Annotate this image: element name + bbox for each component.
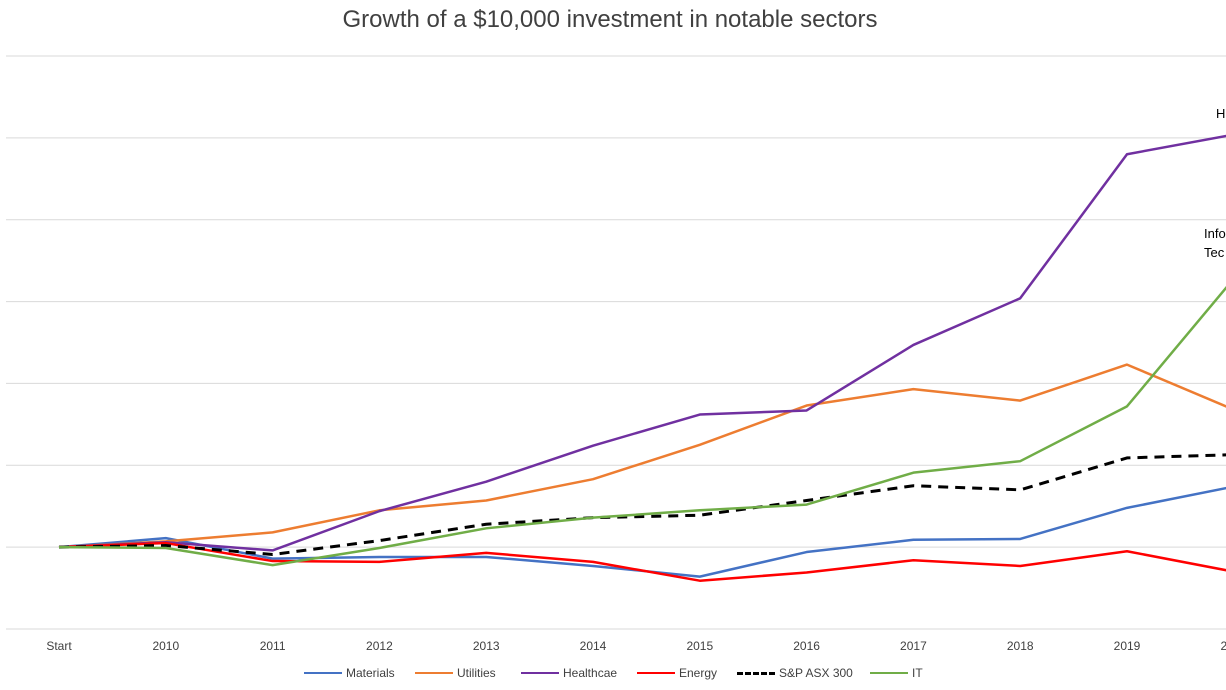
legend-label: IT: [912, 666, 923, 680]
x-tick-label: 2015: [686, 639, 713, 653]
legend-item: Utilities: [415, 666, 496, 680]
legend-item: IT: [870, 666, 923, 680]
series-line-materials: [58, 486, 1226, 578]
legend: Materials Utilities Healthcae Energy S&P ASX…: [0, 666, 1226, 686]
x-tick-label: 2011: [260, 639, 286, 653]
legend-swatch: [870, 672, 908, 674]
x-tick-label: 2014: [580, 639, 607, 653]
legend-swatch: [415, 672, 453, 674]
legend-swatch: [637, 672, 675, 674]
legend-swatch: [737, 671, 775, 675]
x-tick-label: 2013: [473, 639, 500, 653]
series-line-s-p-asx-300: [58, 453, 1226, 557]
series-line-energy: [58, 541, 1226, 582]
x-tick-label: 2010: [152, 639, 179, 653]
series-lines: [58, 134, 1226, 582]
x-axis-ticks: Start 2010 2011 2012 2013 2014 2015 2016 2017 201…: [46, 639, 1226, 653]
x-tick-label: 2019: [1114, 639, 1141, 653]
series-line-it: [58, 286, 1226, 567]
x-tick-label: 2016: [793, 639, 820, 653]
x-tick-label: 2012: [366, 639, 393, 653]
legend-item: Materials: [304, 666, 395, 680]
legend-label: Utilities: [457, 666, 496, 680]
legend-label: Energy: [679, 666, 718, 680]
legend-label: Healthcae: [563, 666, 618, 680]
legend-label: Materials: [346, 666, 395, 680]
legend-label: S&P ASX 300: [779, 666, 853, 680]
x-tick-label: 2018: [1007, 639, 1034, 653]
x-tick-label: 2020: [1220, 639, 1226, 653]
legend-item: Healthcae: [521, 666, 617, 680]
annotation-info-tech: Info Tec: [1204, 226, 1226, 260]
legend-swatch: [304, 672, 342, 674]
series-line-utilities: [58, 363, 1226, 549]
legend-item: S&P ASX 300: [737, 666, 853, 680]
x-tick-label: 2017: [900, 639, 927, 653]
legend-item: Energy: [637, 666, 717, 680]
x-tick-label: Start: [46, 639, 72, 653]
chart-title: Growth of a $10,000 investment in notabl…: [342, 6, 878, 33]
legend-swatch: [521, 672, 559, 674]
annotation-healthcare: H: [1216, 106, 1226, 121]
series-line-healthcae: [58, 134, 1226, 552]
